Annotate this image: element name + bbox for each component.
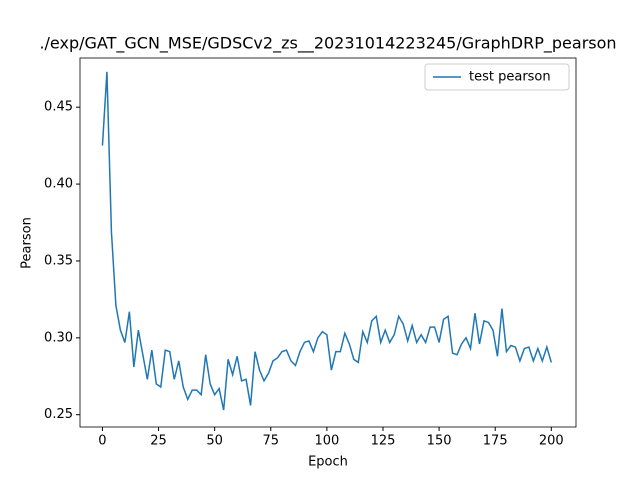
chart-title: ./exp/GAT_GCN_MSE/GDSCv2_zs__20231014223… — [39, 34, 616, 54]
y-tick-label: 0.30 — [44, 330, 73, 345]
x-tick-label: 0 — [98, 434, 106, 449]
x-tick-label: 25 — [150, 434, 167, 449]
x-tick-label: 125 — [371, 434, 396, 449]
x-tick-label: 150 — [427, 434, 452, 449]
legend-box — [424, 63, 570, 91]
x-tick-label: 100 — [314, 434, 339, 449]
y-tick-label: 0.45 — [44, 100, 73, 115]
y-tick-label: 0.35 — [44, 253, 73, 268]
x-tick-label: 175 — [483, 434, 508, 449]
x-axis-label: Epoch — [308, 455, 348, 470]
x-tick-label: 200 — [539, 434, 564, 449]
x-tick-label: 50 — [206, 434, 223, 449]
plot-frame — [79, 57, 577, 428]
x-tick-label: 75 — [262, 434, 279, 449]
y-tick-label: 0.25 — [44, 407, 73, 422]
y-axis-label: Pearson — [20, 217, 35, 269]
legend-label: test pearson — [469, 70, 551, 85]
data-line — [101, 71, 553, 411]
y-tick-label: 0.40 — [44, 177, 73, 192]
